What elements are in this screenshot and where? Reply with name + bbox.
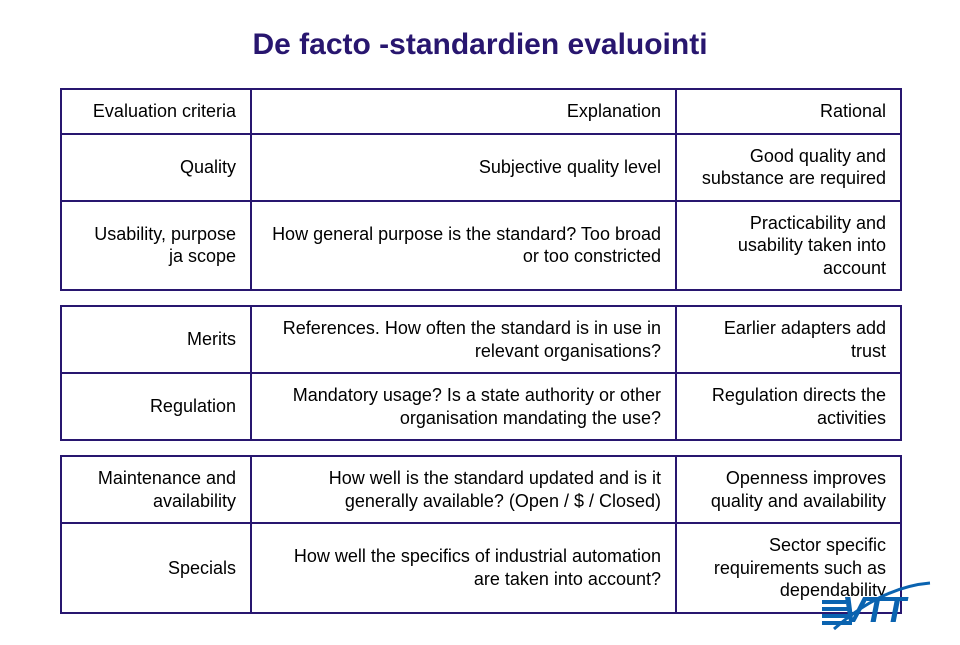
cell-rational: Rational bbox=[676, 89, 901, 134]
cell-rational: Regulation directs the activities bbox=[676, 373, 901, 440]
cell-criteria: Merits bbox=[61, 306, 251, 373]
cell-explanation: Subjective quality level bbox=[251, 134, 676, 201]
table-row: Merits References. How often the standar… bbox=[61, 306, 901, 373]
table-gap bbox=[61, 440, 901, 456]
cell-explanation: How general purpose is the standard? Too… bbox=[251, 201, 676, 291]
cell-criteria: Evaluation criteria bbox=[61, 89, 251, 134]
table-row: Specials How well the specifics of indus… bbox=[61, 523, 901, 613]
cell-rational: Earlier adapters add trust bbox=[676, 306, 901, 373]
table-row: Usability, purpose ja scope How general … bbox=[61, 201, 901, 291]
vtt-logo: VTT bbox=[822, 571, 932, 631]
cell-explanation: References. How often the standard is in… bbox=[251, 306, 676, 373]
cell-criteria: Usability, purpose ja scope bbox=[61, 201, 251, 291]
table-row: Maintenance and availability How well is… bbox=[61, 456, 901, 523]
cell-explanation: How well is the standard updated and is … bbox=[251, 456, 676, 523]
criteria-table: Evaluation criteria Explanation Rational… bbox=[60, 88, 902, 614]
cell-rational: Good quality and substance are required bbox=[676, 134, 901, 201]
cell-criteria: Quality bbox=[61, 134, 251, 201]
cell-criteria: Maintenance and availability bbox=[61, 456, 251, 523]
table-group-2: Merits References. How often the standar… bbox=[61, 306, 901, 440]
cell-criteria: Regulation bbox=[61, 373, 251, 440]
table-row: Regulation Mandatory usage? Is a state a… bbox=[61, 373, 901, 440]
table-group-1: Evaluation criteria Explanation Rational… bbox=[61, 89, 901, 290]
cell-rational: Practicability and usability taken into … bbox=[676, 201, 901, 291]
cell-rational: Openness improves quality and availabili… bbox=[676, 456, 901, 523]
cell-explanation: Explanation bbox=[251, 89, 676, 134]
slide-title: De facto -standardien evaluointi bbox=[60, 28, 900, 62]
cell-criteria: Specials bbox=[61, 523, 251, 613]
cell-explanation: How well the specifics of industrial aut… bbox=[251, 523, 676, 613]
table-gap bbox=[61, 290, 901, 306]
table-row: Evaluation criteria Explanation Rational bbox=[61, 89, 901, 134]
slide: De facto -standardien evaluointi Evaluat… bbox=[0, 0, 960, 645]
table-group-3: Maintenance and availability How well is… bbox=[61, 456, 901, 613]
cell-explanation: Mandatory usage? Is a state authority or… bbox=[251, 373, 676, 440]
logo-text: VTT bbox=[842, 589, 904, 631]
table-row: Quality Subjective quality level Good qu… bbox=[61, 134, 901, 201]
